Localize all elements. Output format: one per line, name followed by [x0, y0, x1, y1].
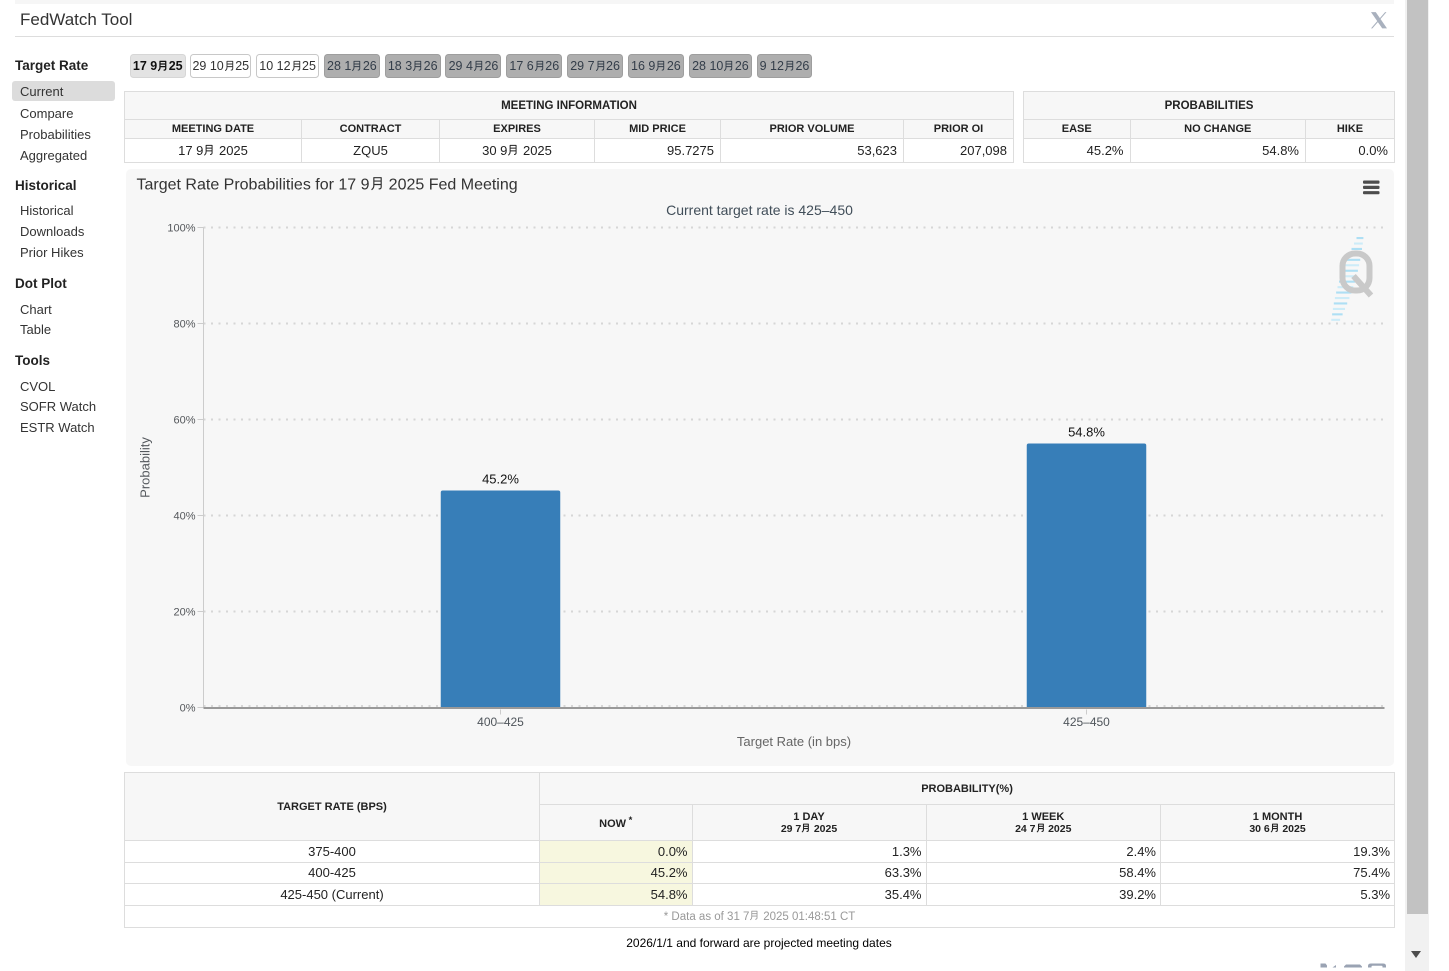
svg-text:54.8%: 54.8% [1068, 424, 1105, 439]
svg-text:425–450: 425–450 [1063, 715, 1110, 729]
svg-text:Probability: Probability [137, 436, 152, 497]
svg-text:80%: 80% [173, 318, 195, 330]
svg-text:60%: 60% [173, 414, 195, 426]
svg-text:20%: 20% [173, 606, 195, 618]
svg-text:Target Rate (in bps): Target Rate (in bps) [736, 734, 850, 749]
svg-text:0%: 0% [179, 702, 195, 714]
svg-text:100%: 100% [167, 222, 195, 234]
svg-text:40%: 40% [173, 510, 195, 522]
svg-text:45.2%: 45.2% [482, 471, 519, 486]
svg-text:400–425: 400–425 [477, 715, 524, 729]
